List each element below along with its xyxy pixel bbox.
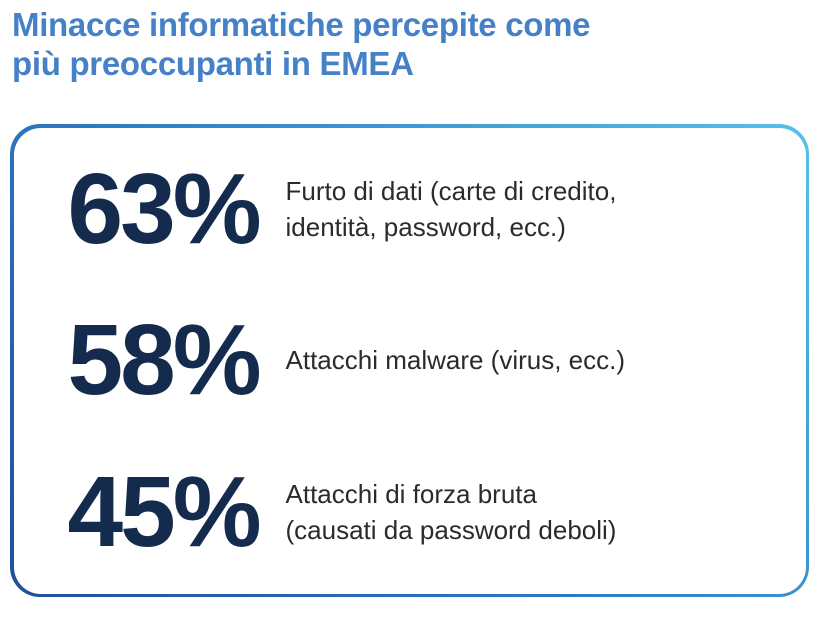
stats-card: 63% Furto di dati (carte di credito, ide… — [13, 127, 806, 594]
stat-value-malware: 58% — [67, 304, 262, 417]
page-title-line-1: Minacce informatiche percepite come — [12, 6, 591, 43]
stat-label-brute-force: Attacchi di forza bruta (causati da pass… — [286, 476, 617, 548]
stat-label-data-theft: Furto di dati (carte di credito, identit… — [286, 173, 617, 245]
page-title: Minacce informatiche percepite come più … — [12, 5, 591, 83]
stat-label-malware: Attacchi malware (virus, ecc.) — [286, 342, 626, 378]
stat-value-data-theft: 63% — [67, 153, 262, 266]
stat-label-line-2: (causati da password deboli) — [285, 514, 617, 545]
stat-label-line-2: identità, password, ecc.) — [285, 212, 566, 243]
stat-label-line-1: Attacchi malware (virus, ecc.) — [285, 345, 626, 376]
stat-label-line-1: Furto di dati (carte di credito, — [285, 176, 617, 207]
stat-row-brute-force: 45% Attacchi di forza bruta (causati da … — [14, 455, 786, 568]
stats-card-border: 63% Furto di dati (carte di credito, ide… — [10, 124, 809, 597]
stat-row-malware: 58% Attacchi malware (virus, ecc.) — [14, 304, 786, 417]
page-title-line-2: più preoccupanti in EMEA — [12, 45, 414, 82]
stat-row-data-theft: 63% Furto di dati (carte di credito, ide… — [14, 153, 786, 266]
stat-value-brute-force: 45% — [67, 455, 262, 568]
stat-label-line-1: Attacchi di forza bruta — [285, 478, 537, 509]
